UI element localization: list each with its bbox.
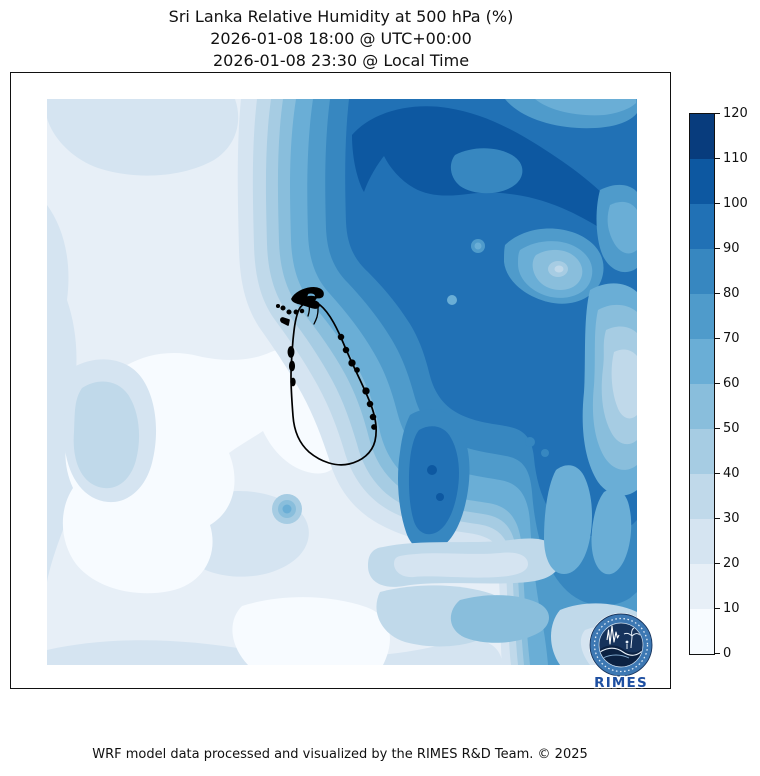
title-line-2: 2026-01-08 18:00 @ UTC+00:00	[210, 29, 472, 48]
rimes-logo-text: RIMES	[594, 675, 648, 691]
colorbar-tick-mark	[715, 562, 720, 564]
rh-pocket-core-30-40	[73, 381, 140, 489]
colorbar-tick-label: 120	[723, 106, 748, 121]
plot-title: Sri Lanka Relative Humidity at 500 hPa (…	[10, 6, 672, 72]
colorbar-tick-label: 60	[723, 376, 740, 391]
rh-dry-core-bottomcenter	[232, 597, 390, 665]
rh-tongue-90-100	[408, 426, 459, 535]
colorbar-tick-mark	[715, 247, 720, 249]
logo-ring-text	[593, 617, 649, 673]
rh-br-dot-1	[525, 437, 535, 447]
colorbar-segment	[690, 474, 714, 519]
colorbar-segment	[690, 249, 714, 294]
colorbar-tick-mark	[715, 292, 720, 294]
humidity-contour-map	[47, 99, 637, 665]
colorbar-tick-label: 20	[723, 556, 740, 571]
rh-hole-dot	[447, 295, 457, 305]
jaffna-peninsula	[291, 286, 324, 309]
coastal-lagoon-marks	[287, 333, 377, 430]
title-line-1: Sri Lanka Relative Humidity at 500 hPa (…	[168, 7, 514, 26]
colorbar-tick-mark	[715, 337, 720, 339]
colorbar-segment	[690, 519, 714, 564]
rh-br-streak-2	[591, 489, 632, 575]
colorbar-segment	[690, 339, 714, 384]
logo-wave-line-2	[602, 654, 630, 659]
colorbar-tick-label: 100	[723, 196, 748, 211]
colorbar-tick-mark	[715, 157, 720, 159]
rh-hole-small-core	[474, 242, 482, 250]
logo-person-icon	[625, 640, 629, 644]
colorbar-tick-mark	[715, 652, 720, 654]
colorbar-tick-mark	[715, 427, 720, 429]
colorbar-segment	[690, 114, 714, 159]
title-line-3: 2026-01-08 23:30 @ Local Time	[212, 51, 470, 70]
colorbar-segment	[690, 294, 714, 339]
logo-seismogram-icon	[606, 625, 620, 645]
colorbar-segment	[690, 564, 714, 609]
colorbar-tick-mark	[715, 607, 720, 609]
rh-band-20-30-topleft	[47, 99, 239, 176]
colorbar-tick-label: 70	[723, 331, 740, 346]
colorbar-segment	[690, 204, 714, 249]
colorbar-tick-mark	[715, 517, 720, 519]
colorbar-tick-label: 0	[723, 646, 732, 661]
colorbar-segment	[690, 609, 714, 654]
colorbar-tick-label: 110	[723, 151, 748, 166]
colorbar-tick-mark	[715, 382, 720, 384]
rh-tongue-dot-1	[427, 465, 437, 475]
logo-palm-icon	[623, 627, 641, 649]
colorbar-tick-mark	[715, 472, 720, 474]
rh-br-dot-2	[541, 449, 549, 457]
rh-light-gap-80-90	[450, 148, 523, 194]
colorbar-tick-label: 40	[723, 466, 740, 481]
colorbar-tick-label: 50	[723, 421, 740, 436]
rh-br-streak-1	[544, 465, 592, 574]
rh-spot-60-70	[282, 504, 292, 514]
coastline-main	[290, 302, 378, 466]
rh-band-20-30-bottomstrip	[47, 640, 503, 665]
rimes-logo: RIMES	[589, 613, 653, 692]
rh-corner-60-70	[535, 99, 636, 116]
colorbar-tick-mark	[715, 112, 720, 114]
rh-pale-band-20-30	[394, 552, 528, 578]
footer-credit: WRF model data processed and visualized …	[92, 747, 588, 762]
coastal-islets	[275, 303, 305, 315]
colorbar-segment	[690, 384, 714, 429]
rh-band-20-30-leftstrip	[47, 205, 78, 582]
rh-br-strip-50-60	[450, 595, 549, 643]
colorbar-tick-label: 90	[723, 241, 740, 256]
logo-wave-line	[599, 647, 643, 656]
rh-hole-30-40	[554, 265, 564, 273]
coastline-lagoon-line	[307, 302, 319, 325]
rh-streak-30-40	[611, 349, 637, 419]
rh-tongue-dot-2	[436, 493, 444, 501]
mannar-spit	[280, 317, 290, 326]
colorbar-tick-label: 30	[723, 511, 740, 526]
colorbar-tick-label: 80	[723, 286, 740, 301]
logo-wave-dark	[599, 645, 643, 667]
colorbar-tick-label: 10	[723, 601, 740, 616]
map-axes: RIMES	[10, 72, 671, 692]
colorbar-tick-mark	[715, 202, 720, 204]
rh-edge-light-60-70	[607, 201, 637, 254]
colorbar-segment	[690, 429, 714, 474]
colorbar-gradient	[689, 113, 715, 655]
sri-lanka-coastline	[275, 286, 378, 466]
colorbar-segment	[690, 159, 714, 204]
